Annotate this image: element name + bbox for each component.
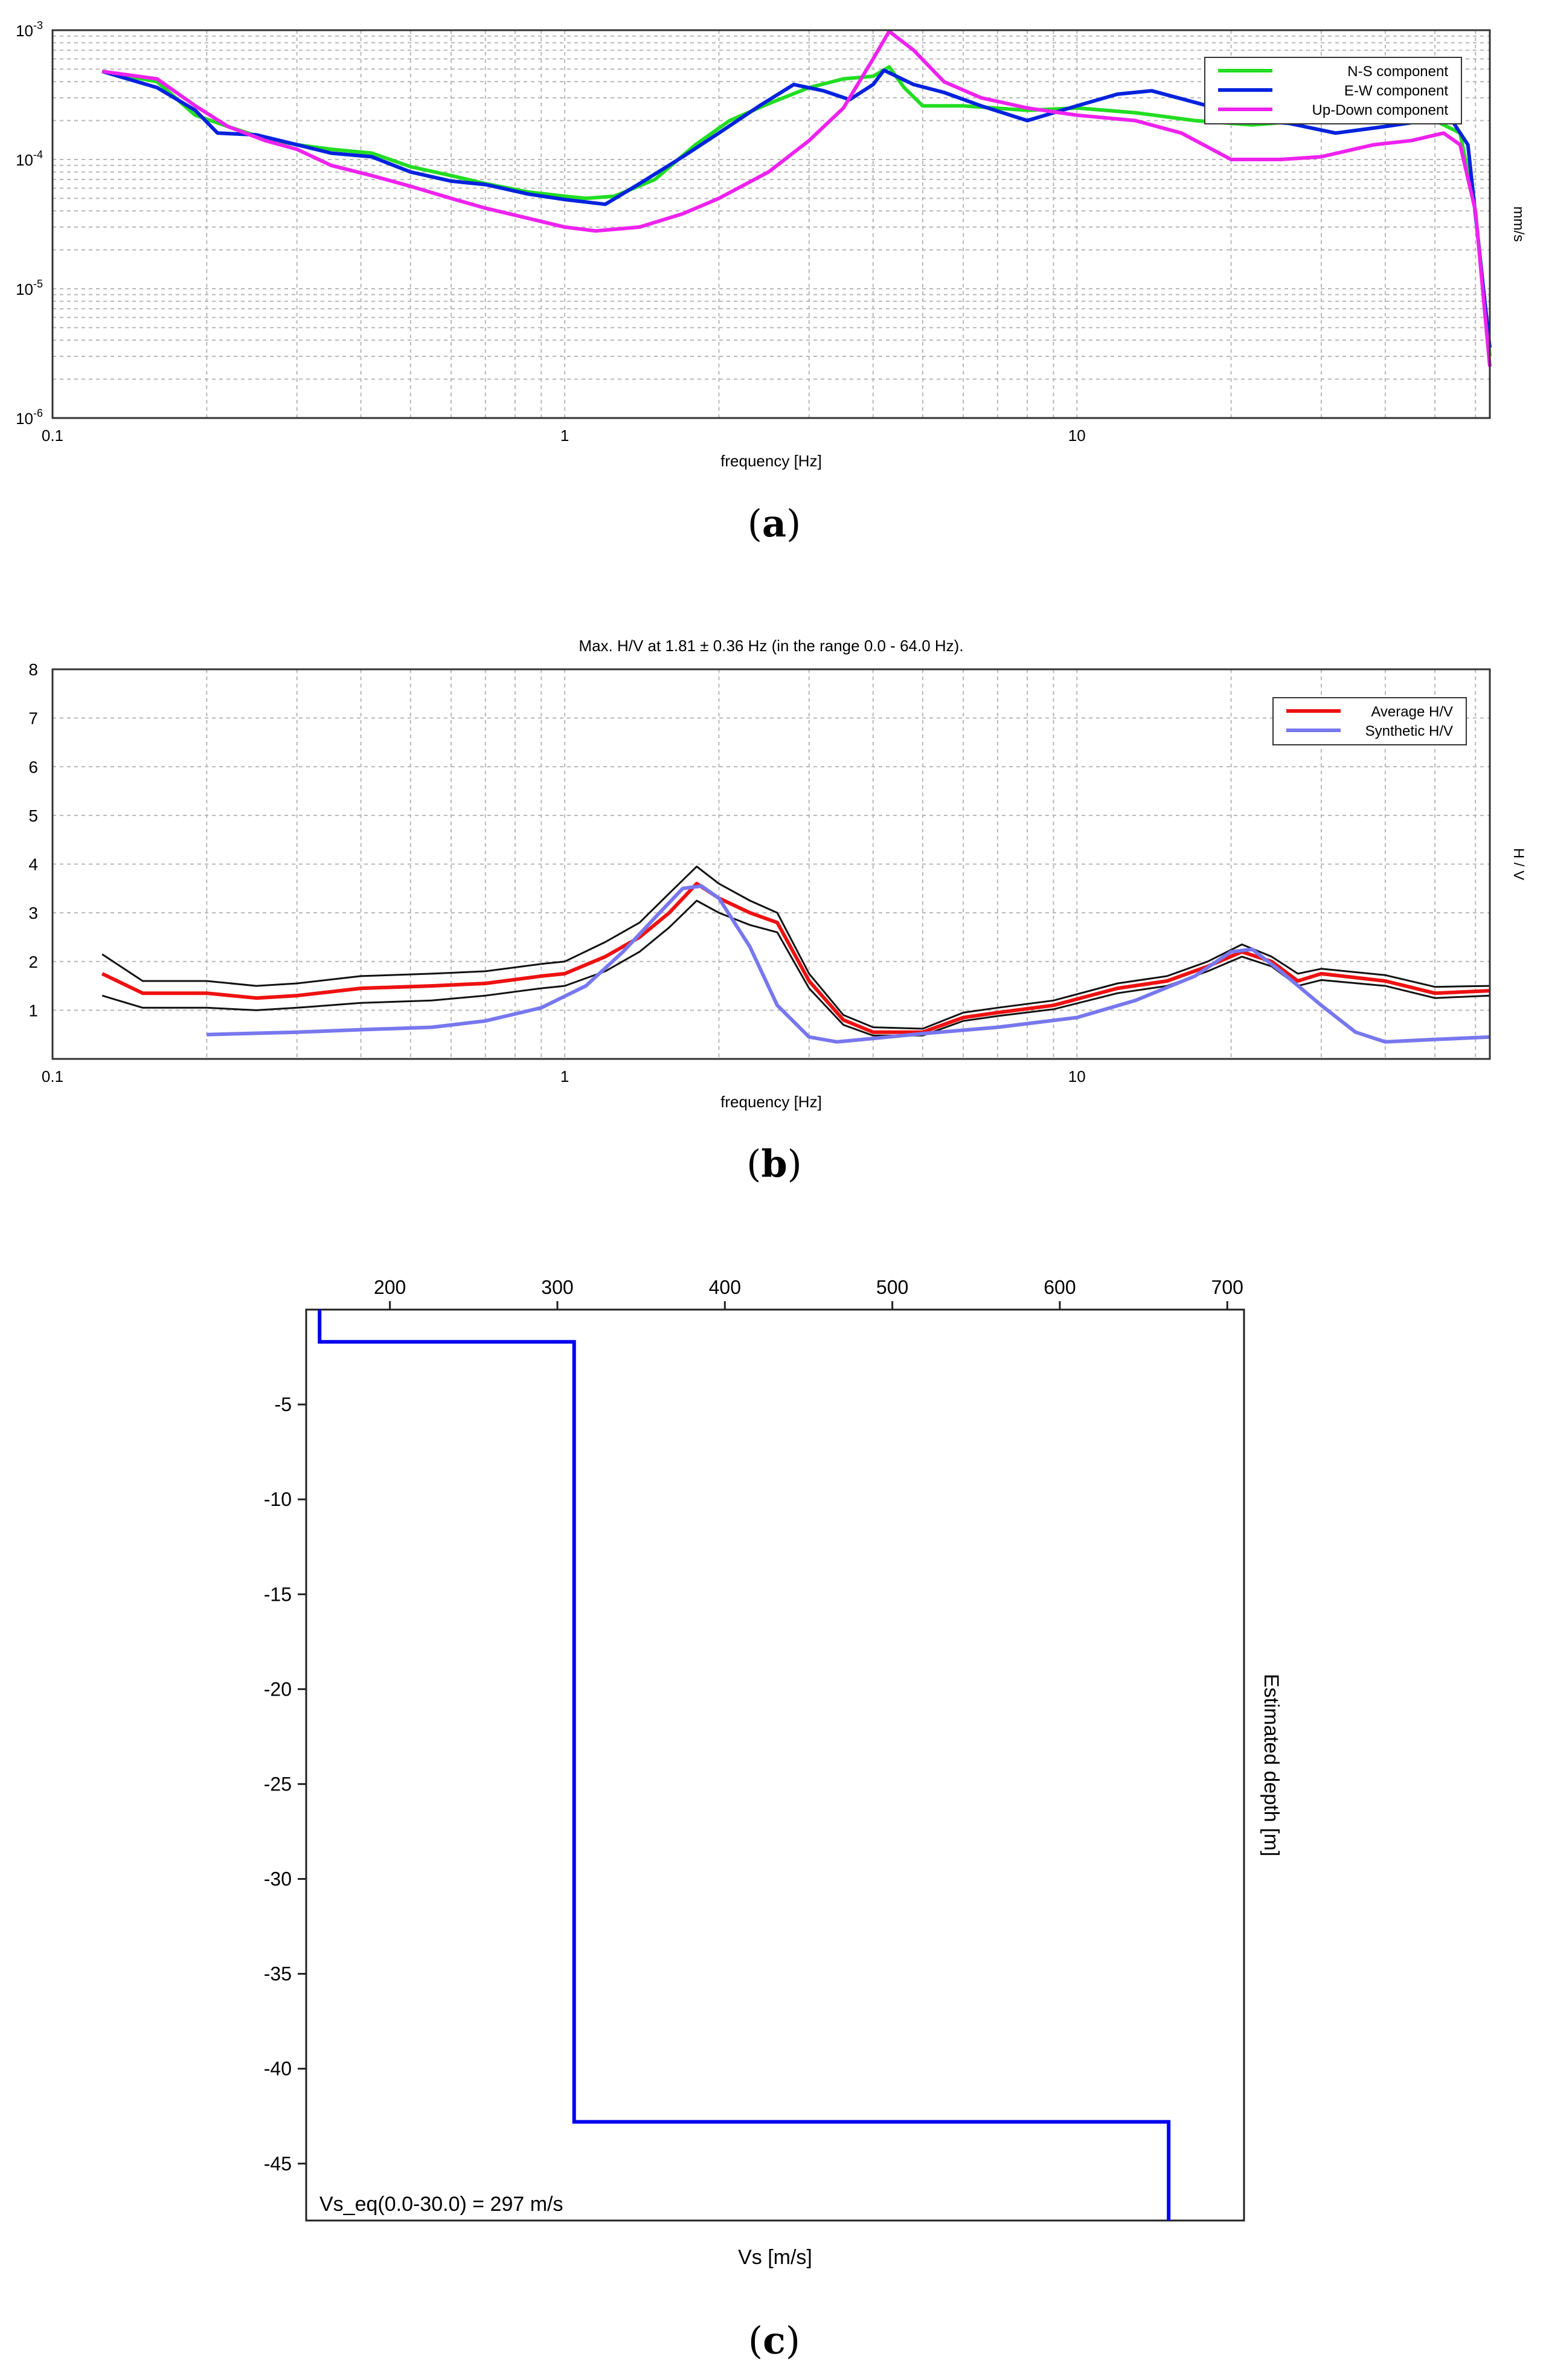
legend: Average H/V Synthetic H/V xyxy=(1272,697,1467,745)
y-tick-label: 10-6 xyxy=(16,407,43,428)
y-tick-label: 2 xyxy=(28,953,38,971)
x-tick-label: 500 xyxy=(876,1276,908,1298)
x-tick-label: 0.1 xyxy=(42,426,63,445)
x-tick-label: 400 xyxy=(709,1276,741,1298)
chart-title: Max. H/V at 1.81 ± 0.36 Hz (in the range… xyxy=(579,637,963,655)
caption-b: (b) xyxy=(746,1142,802,1186)
y-tick-label: -45 xyxy=(264,2153,292,2175)
y-tick-label: 6 xyxy=(28,757,38,776)
series-line-2 xyxy=(101,29,1492,367)
y-tick-label: -20 xyxy=(264,1678,292,1700)
x-tick-label: 0.1 xyxy=(42,1067,63,1085)
x-tick-label: 700 xyxy=(1211,1276,1243,1298)
legend-label-0: N-S component xyxy=(1347,63,1448,80)
x-tick-label: 10 xyxy=(1068,426,1086,445)
plot-frame xyxy=(51,29,1491,419)
legend-box xyxy=(1272,697,1467,745)
panel-a-spectra-chart: 0.1 1 10 10-6 10-5 10-4 10-3 frequency [Hz] mm/s… xyxy=(16,19,1527,470)
caption-c: (c) xyxy=(748,2318,801,2362)
x-tick-label: 1 xyxy=(560,1067,569,1085)
y-tick-label: 10-4 xyxy=(16,149,43,169)
x-tick-label: 10 xyxy=(1068,1067,1086,1085)
legend-label-1: E-W component xyxy=(1344,83,1448,99)
y-tick-label: 4 xyxy=(28,855,38,874)
caption-a: (a) xyxy=(747,501,801,545)
x-axis-label: frequency [Hz] xyxy=(720,452,822,470)
y-tick-label: 1 xyxy=(28,1001,38,1020)
y-tick-label: -15 xyxy=(264,1583,292,1605)
y-tick-label: -30 xyxy=(264,1868,292,1890)
vs-profile-line xyxy=(318,1310,1171,2221)
y-tick-label: -5 xyxy=(275,1394,292,1415)
x-tick-label: 1 xyxy=(560,426,569,445)
legend: N-S component E-W component Up-Down compon… xyxy=(1204,57,1462,124)
y-tick-label: -10 xyxy=(264,1488,292,1510)
y-tick-label: 5 xyxy=(28,806,38,825)
y-tick-label: -40 xyxy=(264,2058,292,2080)
y-axis-label: mm/s xyxy=(1510,207,1527,242)
x-axis-label: frequency [Hz] xyxy=(720,1093,822,1111)
legend-label-0: Average H/V xyxy=(1371,704,1453,720)
panel-c-vs-profile-chart: 200 300 400 500 600 700 -5 -10 -15 -20 -25 -30 -35 -4… xyxy=(264,1276,1283,2269)
y-axis-label: H / V xyxy=(1510,848,1527,880)
y-tick-label: 8 xyxy=(28,660,38,679)
plot-frame xyxy=(305,1308,1245,2222)
y-tick-label: 7 xyxy=(28,709,38,728)
y-axis-label: Estimated depth [m] xyxy=(1260,1674,1283,1856)
y-tick-label: 10-5 xyxy=(16,278,43,298)
series-line-3 xyxy=(207,884,1490,1044)
vs-eq-annotation: Vs_eq(0.0-30.0) = 297 m/s xyxy=(319,2193,563,2216)
x-tick-label: 200 xyxy=(374,1276,406,1298)
x-axis-label: Vs [m/s] xyxy=(738,2246,812,2269)
series-line-2 xyxy=(101,899,1490,1037)
panel-b-hv-chart: 0.1 1 10 1 2 3 4 5 6 7 8 frequency [Hz] H / V Max. H/… xyxy=(28,637,1527,1111)
series-line-0 xyxy=(101,881,1490,1034)
x-tick-label: 300 xyxy=(541,1276,573,1298)
y-tick-label: 3 xyxy=(28,904,38,922)
y-tick-label: -35 xyxy=(264,1963,292,1985)
x-tick-label: 600 xyxy=(1044,1276,1076,1298)
legend-label-1: Synthetic H/V xyxy=(1365,723,1453,739)
legend-label-2: Up-Down component xyxy=(1312,102,1449,118)
y-tick-label: 10-3 xyxy=(16,19,43,40)
y-tick-label: -25 xyxy=(264,1773,292,1795)
plot-frame xyxy=(51,668,1491,1060)
